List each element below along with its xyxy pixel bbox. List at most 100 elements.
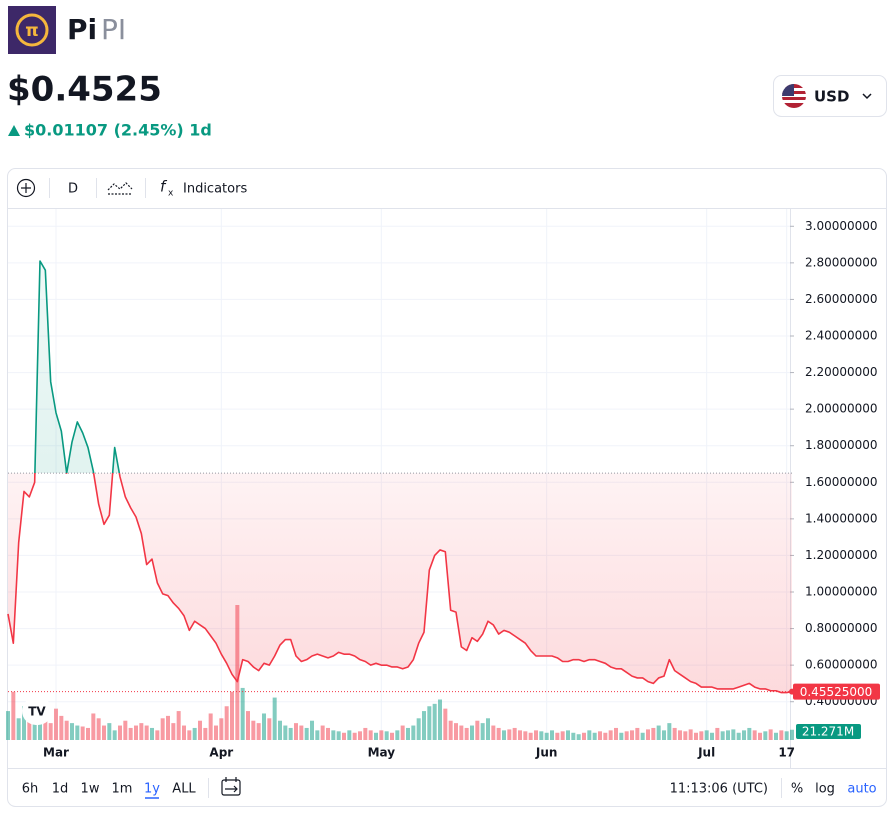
volume-bar [448, 720, 453, 740]
volume-bar [550, 730, 554, 740]
range-button[interactable]: 1d [52, 782, 69, 797]
volume-bar [608, 730, 613, 740]
volume-bar [32, 720, 37, 740]
volume-bar [342, 732, 346, 740]
volume-bar [704, 730, 709, 740]
volume-bar [54, 708, 58, 740]
volume-bar [571, 732, 576, 740]
volume-bar [491, 725, 496, 740]
volume-bar [635, 727, 640, 740]
volume-bar [150, 727, 154, 740]
scale-button[interactable]: auto [847, 782, 876, 797]
range-button[interactable]: 1y [144, 782, 160, 797]
volume-bar [272, 697, 277, 740]
volume-bar [667, 723, 672, 740]
volume-bar [496, 727, 501, 740]
volume-bar [539, 731, 544, 740]
volume-bar [406, 727, 410, 740]
volume-bar [219, 718, 224, 740]
volume-bar [326, 727, 330, 740]
volume-bar [198, 720, 202, 740]
volume-bar [160, 718, 165, 740]
volume-bar [438, 699, 442, 740]
add-button[interactable] [16, 178, 36, 198]
volume-bar [171, 723, 176, 740]
volume-bar [368, 730, 373, 740]
volume-bar [64, 720, 69, 740]
range-button[interactable]: 1m [112, 782, 133, 797]
volume-bar [331, 730, 336, 740]
volume-bar [619, 732, 624, 740]
volume-bar [230, 691, 234, 740]
volume-bar [587, 730, 592, 740]
range-button[interactable]: 6h [22, 782, 39, 797]
volume-bar [758, 732, 762, 740]
range-button[interactable]: ALL [172, 782, 196, 797]
volume-bar [38, 713, 42, 740]
volume-bar [523, 731, 528, 740]
y-tick-label: 0.80000000 [805, 621, 878, 635]
volume-bar [784, 731, 789, 740]
change-arrow [8, 125, 20, 136]
flag-canton [782, 84, 794, 96]
y-tick-label: 3.00000000 [805, 219, 878, 233]
volume-bar [22, 706, 26, 740]
x-tick-label: 17 [778, 746, 795, 760]
volume-bar [246, 711, 250, 740]
volume-bar [656, 725, 661, 740]
volume-bar [11, 691, 16, 740]
volume-bar [352, 732, 357, 740]
y-tick-label: 1.80000000 [805, 438, 878, 452]
volume-bar [486, 718, 490, 740]
currency[interactable]: USD [814, 88, 849, 106]
volume-bar [16, 718, 21, 740]
x-tick-label: Jun [535, 746, 558, 760]
coin-icon-glyph: π [25, 21, 38, 41]
volume-bar [155, 730, 160, 740]
volume-bar [790, 729, 794, 740]
volume-bar [672, 727, 677, 740]
x-tick-label: May [368, 746, 396, 760]
volume-bar [166, 715, 170, 740]
volume-bar [710, 732, 714, 740]
volume-bar [416, 718, 421, 740]
volume-bar [694, 732, 698, 740]
interval-button[interactable]: D [68, 182, 78, 197]
volume-bar [187, 730, 192, 740]
volume-bar [208, 713, 213, 740]
volume-bar [454, 723, 458, 740]
volume-bar [27, 715, 32, 740]
volume-bar [118, 725, 122, 740]
chart-style-button[interactable] [107, 182, 133, 195]
y-tick-label: 1.60000000 [805, 475, 878, 489]
volume-bar [224, 706, 229, 740]
scale-button[interactable]: log [815, 782, 835, 797]
volume-bar [752, 730, 757, 740]
volume-bar [91, 713, 96, 740]
volume-bar [107, 723, 112, 740]
volume-bar [726, 730, 730, 740]
last-volume-label: 21.271M [802, 725, 854, 739]
volume-bar [379, 730, 384, 740]
indicators-button[interactable]: Indicators [183, 182, 247, 197]
volume-bar [662, 730, 666, 740]
volume-bar [555, 732, 560, 740]
volume-bar [480, 723, 485, 740]
volume-bar [43, 706, 48, 740]
volume-bar [112, 730, 117, 740]
volume-bar [566, 730, 570, 740]
volume-bar [582, 732, 586, 740]
volume-bar [315, 730, 320, 740]
volume-bar [283, 725, 288, 740]
volume-bar [256, 723, 261, 740]
volume-bar [336, 731, 341, 740]
price-change: $0.01107 (2.45%) 1d [24, 121, 212, 140]
volume-bar [262, 713, 266, 740]
volume-bar [75, 725, 80, 740]
date-range-button[interactable] [221, 779, 241, 796]
scale-button[interactable]: % [791, 782, 803, 797]
add-icon [21, 183, 31, 193]
currency-button[interactable] [773, 75, 887, 117]
volume-bar [347, 730, 352, 740]
range-button[interactable]: 1w [81, 782, 100, 797]
